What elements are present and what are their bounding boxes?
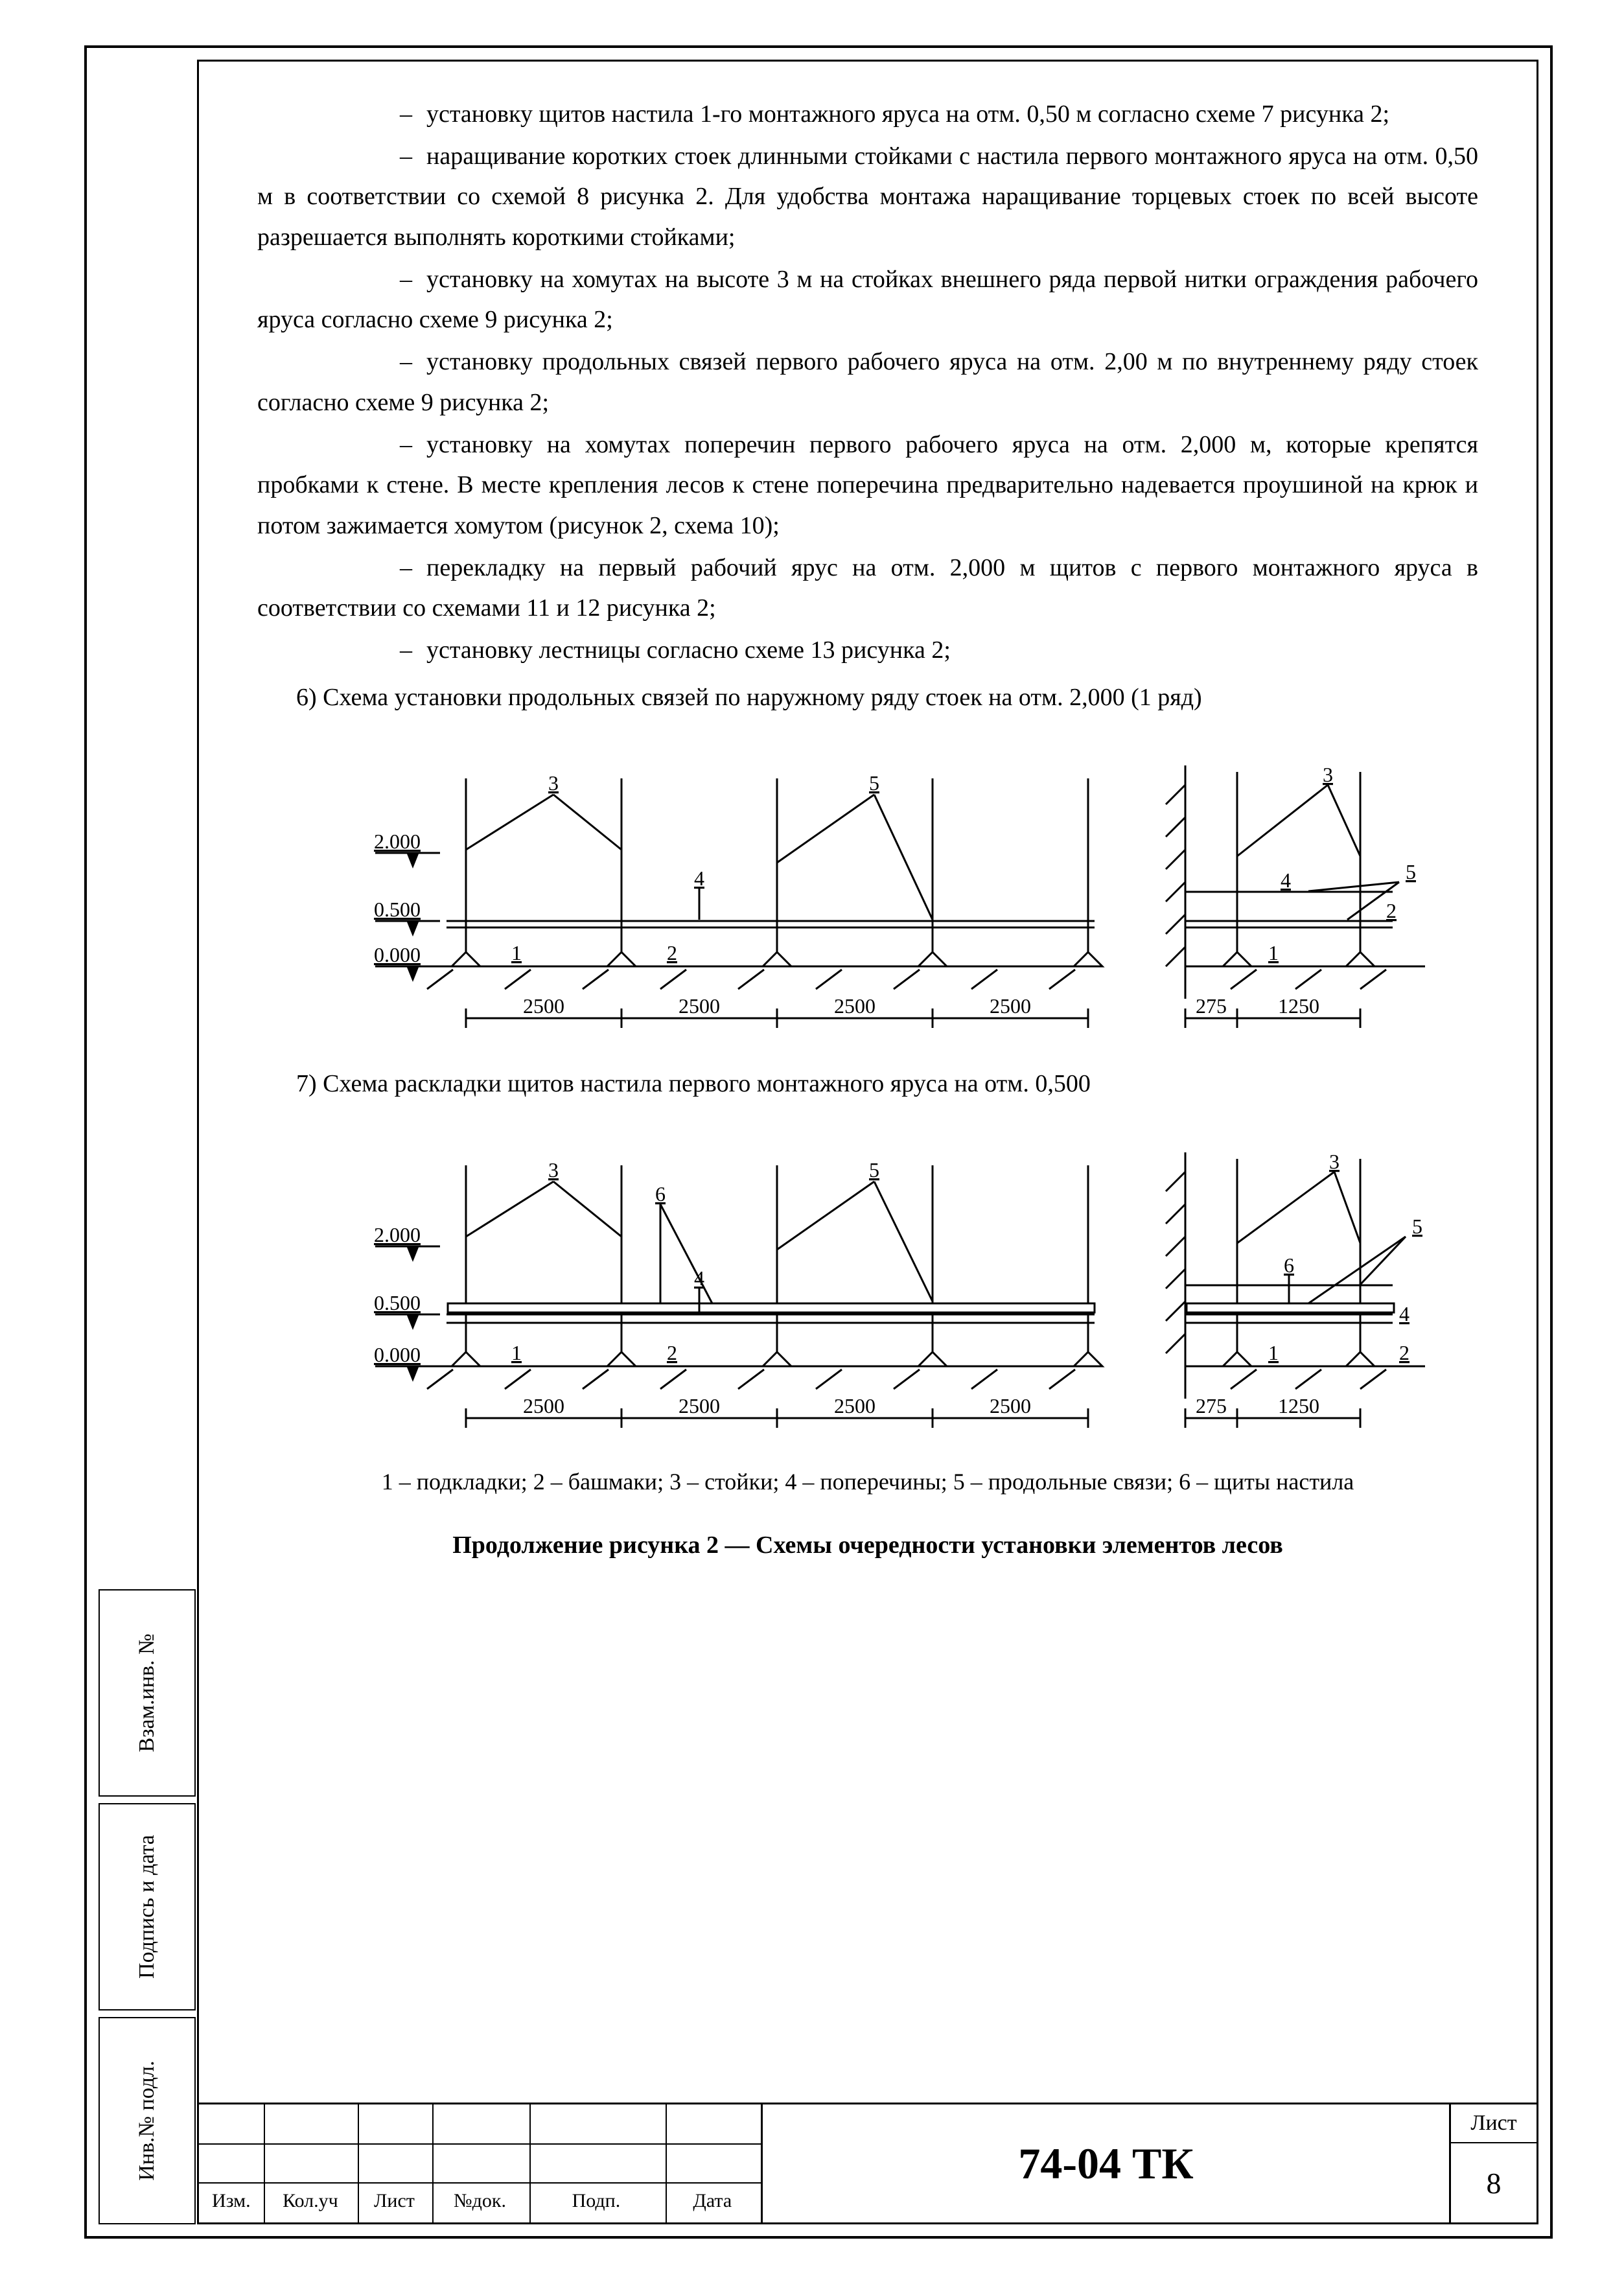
svg-text:5: 5: [869, 1158, 879, 1182]
svg-text:2: 2: [1386, 899, 1397, 922]
svg-text:5: 5: [869, 771, 879, 795]
col-podp: Подп.: [528, 2183, 664, 2219]
svg-text:2500: 2500: [990, 994, 1031, 1018]
doc-code-cell: 74-04 ТК: [763, 2104, 1449, 2222]
diagram-legend: 1 – подкладки; 2 – башмаки; 3 – стойки; …: [257, 1463, 1478, 1501]
diagram-6: 2.000 0.500 0.000 3 5 4 1 2 2500 2500 25…: [257, 733, 1478, 1057]
list-item: перекладку на первый рабочий ярус на отм…: [257, 548, 1478, 629]
svg-text:2: 2: [1399, 1341, 1409, 1364]
stamp-inv-podl: Инв.№ подл.: [99, 2017, 196, 2224]
col-data: Дата: [664, 2183, 761, 2219]
doc-code: 74-04 ТК: [1018, 2138, 1193, 2189]
list-item: установку лестницы согласно схеме 13 рис…: [257, 630, 1478, 671]
svg-text:3: 3: [548, 1158, 559, 1182]
svg-text:1250: 1250: [1278, 1394, 1319, 1417]
list-item: наращивание коротких стоек длинными стой…: [257, 136, 1478, 258]
stamp-label: Подпись и дата: [135, 1835, 159, 1979]
stamp-label: Инв.№ подл.: [135, 2060, 159, 2180]
stamp-vzam-inv: Взам.инв. №: [99, 1589, 196, 1797]
svg-text:6: 6: [655, 1182, 666, 1206]
list-item: установку продольных связей первого рабо…: [257, 342, 1478, 423]
scheme-7-title: 7) Схема раскладки щитов настила первого…: [257, 1064, 1478, 1104]
svg-text:3: 3: [548, 771, 559, 795]
body-text: установку щитов настила 1-го монтажного …: [257, 94, 1478, 1590]
svg-text:2: 2: [667, 941, 677, 964]
svg-text:275: 275: [1196, 1394, 1227, 1417]
outer-frame: Взам.инв. № Подпись и дата Инв.№ подл. у…: [84, 45, 1553, 2239]
inner-frame: установку щитов настила 1-го монтажного …: [197, 60, 1538, 2224]
svg-text:1250: 1250: [1278, 994, 1319, 1018]
title-block: Изм. Кол.уч Лист №док. Подп. Дата 74-04 …: [199, 2103, 1537, 2222]
stamp-podpis-data: Подпись и дата: [99, 1803, 196, 2010]
col-ndoc: №док.: [432, 2183, 528, 2219]
svg-text:1: 1: [1268, 941, 1279, 964]
svg-text:2: 2: [667, 1341, 677, 1364]
svg-text:1: 1: [1268, 1341, 1279, 1364]
scheme-6-title: 6) Схема установки продольных связей по …: [257, 677, 1478, 718]
page: Взам.инв. № Подпись и дата Инв.№ подл. у…: [0, 0, 1624, 2284]
svg-text:2500: 2500: [834, 994, 876, 1018]
svg-text:2500: 2500: [990, 1394, 1031, 1417]
svg-text:1: 1: [511, 1341, 522, 1364]
svg-text:275: 275: [1196, 994, 1227, 1018]
list-item: установку на хомутах поперечин первого р…: [257, 425, 1478, 546]
sheet-label: Лист: [1451, 2104, 1537, 2143]
sheet-cell: Лист 8: [1449, 2104, 1537, 2222]
svg-text:2500: 2500: [834, 1394, 876, 1417]
svg-text:4: 4: [1281, 868, 1291, 892]
svg-text:2500: 2500: [679, 1394, 720, 1417]
diagram-7: 2.000 0.500 0.000 3 6 5 4 1 2 2500 2500 …: [257, 1120, 1478, 1457]
list-item: установку щитов настила 1-го монтажного …: [257, 94, 1478, 135]
svg-text:4: 4: [694, 1266, 704, 1290]
svg-text:0.500: 0.500: [374, 1291, 421, 1314]
elev-label: 2.000: [374, 830, 421, 853]
elev-label: 0.500: [374, 898, 421, 921]
svg-text:1: 1: [511, 941, 522, 964]
col-izm: Изм.: [199, 2183, 264, 2219]
sheet-number: 8: [1451, 2143, 1537, 2222]
svg-text:2500: 2500: [523, 994, 564, 1018]
svg-text:4: 4: [694, 867, 704, 890]
svg-text:5: 5: [1412, 1215, 1422, 1238]
revision-table: Изм. Кол.уч Лист №док. Подп. Дата: [199, 2104, 763, 2222]
list-item: установку на хомутах на высоте 3 м на ст…: [257, 259, 1478, 340]
svg-text:2.000: 2.000: [374, 1223, 421, 1246]
svg-text:2500: 2500: [523, 1394, 564, 1417]
svg-text:6: 6: [1284, 1253, 1294, 1277]
svg-text:5: 5: [1406, 860, 1416, 883]
col-list: Лист: [357, 2183, 432, 2219]
svg-text:3: 3: [1329, 1150, 1340, 1173]
stamp-label: Взам.инв. №: [135, 1633, 159, 1752]
col-koluch: Кол.уч: [264, 2183, 358, 2219]
svg-text:3: 3: [1323, 763, 1333, 786]
elev-label: 0.000: [374, 943, 421, 966]
svg-text:4: 4: [1399, 1302, 1409, 1325]
svg-text:0.000: 0.000: [374, 1343, 421, 1366]
side-stamps: Взам.инв. № Подпись и дата Инв.№ подл.: [99, 1589, 196, 2224]
svg-text:2500: 2500: [679, 994, 720, 1018]
figure-caption: Продолжение рисунка 2 — Схемы очередност…: [257, 1525, 1478, 1566]
